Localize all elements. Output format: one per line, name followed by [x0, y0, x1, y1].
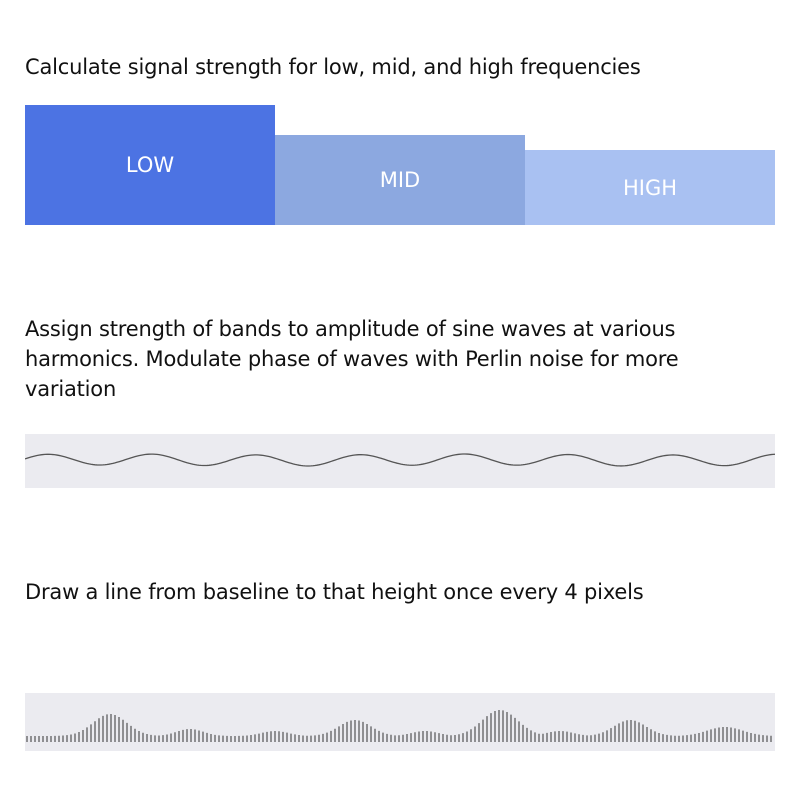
band-low: LOW: [25, 105, 275, 225]
waveform-bars-plot: [26, 710, 772, 742]
frequency-bands: LOW MID HIGH: [25, 0, 775, 225]
band-high: HIGH: [525, 150, 775, 225]
band-mid: MID: [275, 135, 525, 225]
sine-wave-plot: [25, 453, 775, 467]
step-1-caption: Calculate signal strength for low, mid, …: [25, 55, 641, 79]
band-low-label: LOW: [125, 153, 175, 177]
step-2-caption: Assign strength of bands to amplitude of…: [25, 317, 679, 401]
band-mid-label: MID: [379, 168, 421, 192]
sine-wave-panel: [25, 434, 775, 488]
waveform-bars-panel: [25, 693, 775, 751]
step-3-caption: Draw a line from baseline to that height…: [25, 580, 644, 604]
sine-wave-line: [25, 453, 775, 467]
band-high-label: HIGH: [622, 175, 678, 200]
